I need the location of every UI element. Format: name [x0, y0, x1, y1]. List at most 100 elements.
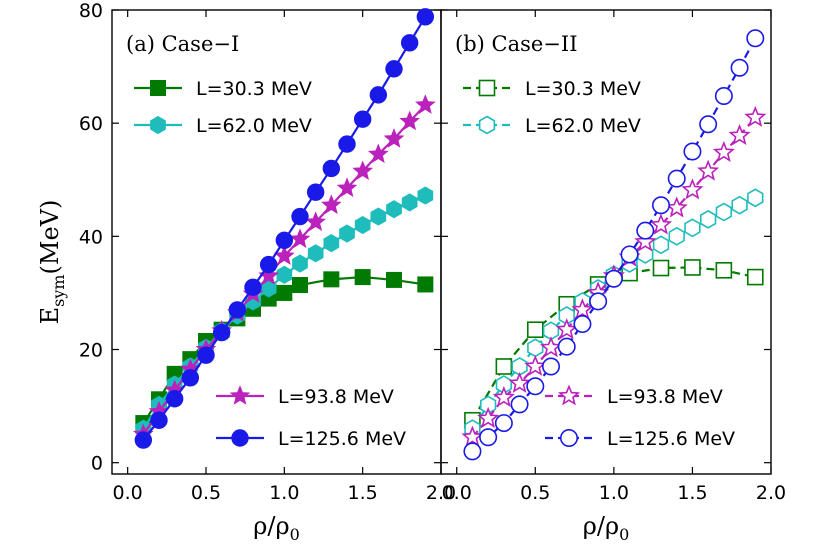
data-point	[684, 259, 701, 276]
data-point	[697, 159, 720, 181]
data-point	[526, 377, 545, 396]
panel-b: 0.0 0.5 1.0 1.5 2.0 (b) Case−II L=30.3 MeV L=…	[440, 9, 786, 504]
data-point	[323, 271, 340, 288]
data-point	[134, 431, 153, 449]
data-point	[417, 276, 434, 293]
panel-b-title: (b) Case−II	[455, 32, 577, 56]
data-point	[524, 354, 547, 376]
data-point	[684, 218, 701, 238]
data-point	[636, 221, 655, 240]
legend-marker	[150, 115, 166, 135]
legend-label: L=125.6 MeV	[607, 428, 735, 450]
data-point	[369, 86, 388, 104]
data-point	[744, 105, 767, 127]
legend-label: L=93.8 MeV	[278, 386, 394, 408]
data-point	[494, 414, 513, 433]
x-tick-label-a: 0.0	[113, 482, 143, 504]
data-point	[699, 115, 718, 134]
panel-a-title: (a) Case−I	[126, 32, 239, 56]
y-tick-label: 60	[79, 113, 103, 135]
data-point	[652, 235, 670, 255]
data-point	[699, 209, 717, 229]
series-b-3	[463, 29, 765, 461]
data-point	[386, 271, 402, 288]
data-point	[668, 226, 685, 246]
legend-marker	[150, 80, 166, 96]
data-point	[385, 60, 403, 78]
series-a-3	[134, 8, 435, 449]
data-point	[589, 292, 608, 311]
data-point	[292, 254, 308, 273]
data-point	[399, 110, 420, 131]
data-point	[292, 277, 308, 294]
data-point	[715, 202, 733, 222]
data-point	[212, 323, 231, 342]
x-tick-label-b: 0.0	[442, 482, 472, 504]
data-point	[323, 234, 340, 253]
y-tick-label: 0	[91, 453, 103, 475]
legend-marker	[559, 428, 578, 447]
data-point	[244, 278, 262, 296]
data-point	[714, 87, 733, 106]
data-point	[150, 411, 168, 429]
x-tick-label-b: 2.0	[756, 482, 786, 504]
data-point	[276, 284, 293, 301]
data-point	[620, 245, 639, 264]
data-point	[571, 298, 594, 320]
y-tick-label: 80	[79, 0, 103, 22]
x-tick-label-a: 0.5	[191, 482, 221, 504]
data-point	[508, 371, 531, 393]
data-point	[386, 200, 402, 219]
data-point	[383, 128, 405, 148]
data-point	[510, 395, 529, 414]
x-tick-label-b: 1.5	[677, 482, 707, 504]
data-point	[730, 58, 749, 77]
y-tick-label: 20	[79, 340, 103, 362]
data-point	[747, 188, 764, 208]
legend-label: L=30.3 MeV	[196, 78, 312, 100]
data-point	[339, 224, 355, 243]
data-point	[715, 261, 733, 279]
panel-a: 0.0 0.5 1.0 1.5 2.0 0 20 40 60 80 (a) Case−I L=30…	[79, 0, 456, 504]
x-tick-label-a: 1.5	[348, 482, 378, 504]
data-point	[463, 442, 482, 461]
data-point	[683, 142, 702, 161]
data-point	[526, 321, 544, 339]
data-point	[479, 428, 498, 447]
legend-label: L=62.0 MeV	[525, 115, 641, 137]
legend-entry-b-1: L=62.0 MeV	[463, 115, 641, 137]
legend-marker	[478, 79, 496, 97]
x-axis-label-b: ρ/ρ0	[583, 512, 630, 544]
data-point	[731, 195, 748, 215]
data-point	[321, 194, 342, 214]
data-point	[746, 268, 764, 286]
data-point	[557, 337, 576, 356]
series-a-2	[133, 94, 436, 444]
data-point	[305, 211, 326, 231]
data-point	[275, 231, 294, 250]
x-tick-label-a: 1.0	[269, 482, 299, 504]
data-point	[338, 135, 356, 153]
legend-marker	[231, 429, 249, 447]
x-tick-label-b: 0.5	[520, 482, 550, 504]
data-point	[307, 244, 324, 263]
x-tick-label-a: 2.0	[426, 482, 456, 504]
legend-entry-a-1: L=62.0 MeV	[134, 115, 312, 137]
data-point	[667, 169, 686, 188]
data-point	[712, 140, 735, 163]
data-point	[555, 318, 578, 340]
data-point	[728, 123, 751, 146]
legend-entry-a-0: L=30.3 MeV	[134, 78, 312, 100]
data-point	[681, 178, 704, 200]
legend-entry-b-0: L=30.3 MeV	[463, 78, 641, 100]
data-point	[527, 338, 544, 358]
data-point	[651, 196, 670, 215]
data-point	[541, 357, 560, 376]
y-tick-label: 40	[79, 226, 103, 248]
data-point	[461, 425, 484, 447]
x-axis-label-a: ρ/ρ0	[253, 512, 300, 544]
data-point	[354, 269, 371, 286]
legend-label: L=30.3 MeV	[525, 78, 641, 100]
data-point	[181, 369, 200, 387]
